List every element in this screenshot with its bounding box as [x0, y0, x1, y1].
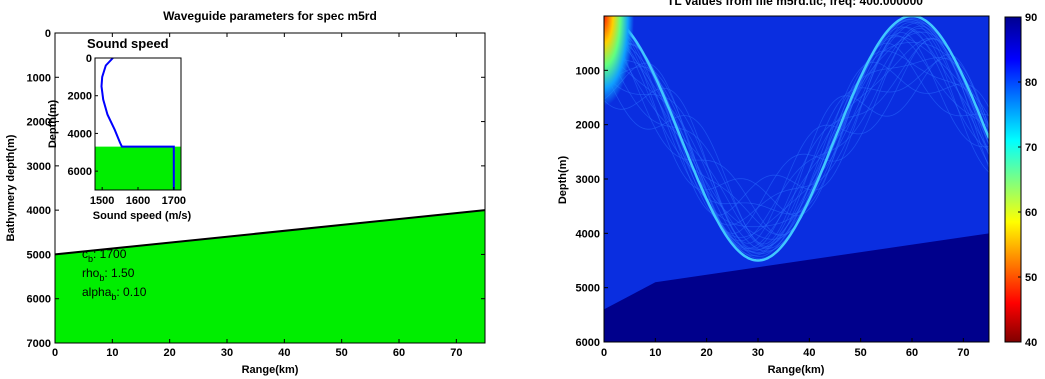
x-tick-label: 70	[450, 347, 462, 359]
source-hotspot	[604, 16, 644, 126]
bottom-parameter: rhob: 1.50	[82, 266, 135, 283]
y-tick-label: 3000	[27, 161, 51, 173]
y-tick-label: 7000	[27, 338, 51, 350]
bottom-parameter: alphab: 0.10	[82, 285, 147, 302]
x-tick-label: 70	[957, 347, 969, 359]
y-ticks: 1000 2000 3000 4000 5000 6000	[576, 65, 608, 349]
colorbar-tick-label: 60	[1025, 207, 1037, 219]
bottom-parameter: cb: 1700	[82, 247, 127, 264]
y-ticks: 0 1000 2000 3000 4000 5000 6000 7000	[27, 28, 485, 350]
sound-speed-inset: Sound speed 1500 1600 1700 0 2000 4000 6000 S…	[47, 36, 192, 222]
chart-title: TL values from file m5rd.tlc, freq: 400.…	[667, 0, 923, 8]
inset-bottom-fill	[95, 146, 181, 190]
inset-y-tick-label: 6000	[68, 166, 92, 178]
x-tick-label: 10	[106, 347, 118, 359]
colorbar-tick-label: 80	[1025, 77, 1037, 89]
colorbar-tick-label: 90	[1025, 12, 1037, 24]
inset-y-tick-label: 4000	[68, 128, 92, 140]
y-tick-label: 2000	[27, 117, 51, 129]
x-tick-label: 50	[336, 347, 348, 359]
y-tick-label: 6000	[576, 337, 600, 349]
ray-path	[604, 32, 989, 216]
x-ticks: 0 10 20 30 40 50 60 70	[601, 338, 969, 359]
colorbar-tick-label: 40	[1025, 337, 1037, 349]
x-tick-label: 20	[701, 347, 713, 359]
x-tick-label: 10	[649, 347, 661, 359]
x-tick-label: 40	[278, 347, 290, 359]
y-tick-label: 1000	[576, 65, 600, 77]
tl-chart: TL values from file m5rd.tlc, freq: 400.…	[557, 0, 1037, 376]
x-axis-label: Range(km)	[242, 364, 299, 376]
ray-path	[604, 49, 989, 247]
y-tick-label: 3000	[576, 174, 600, 186]
ray-field	[604, 16, 989, 262]
x-tick-label: 60	[393, 347, 405, 359]
inset-y-label: Depth(m)	[47, 100, 59, 149]
x-tick-label: 30	[752, 347, 764, 359]
caustic-path	[604, 16, 989, 262]
x-tick-label: 20	[164, 347, 176, 359]
x-tick-label: 0	[601, 347, 607, 359]
x-tick-label: 40	[803, 347, 815, 359]
inset-y-ticks: 0 2000 4000 6000	[68, 53, 98, 178]
x-axis-label: Range(km)	[768, 364, 825, 376]
x-tick-label: 60	[906, 347, 918, 359]
y-tick-label: 1000	[27, 72, 51, 84]
x-tick-label: 0	[52, 347, 58, 359]
waveguide-chart: Waveguide parameters for spec m5rd 0 10 20…	[5, 9, 486, 376]
bathymetry-line	[55, 209, 485, 256]
plot-frame	[54, 32, 486, 344]
y-tick-label: 6000	[27, 294, 51, 306]
inset-title: Sound speed	[87, 36, 169, 51]
inset-y-tick-label: 2000	[68, 91, 92, 103]
inset-plot	[95, 57, 181, 190]
x-tick-label: 30	[221, 347, 233, 359]
x-tick-label: 50	[855, 347, 867, 359]
inset-x-tick-label: 1700	[162, 195, 186, 207]
ray-path	[604, 30, 989, 234]
colorbar	[1004, 16, 1022, 343]
inset-x-tick-label: 1600	[126, 195, 150, 207]
bottom-parameters: cb: 1700 rhob: 1.50 alphab: 0.10	[82, 247, 147, 302]
y-tick-label: 5000	[576, 283, 600, 295]
y-axis-label: Depth(m)	[557, 156, 569, 205]
inset-x-label: Sound speed (m/s)	[93, 210, 192, 222]
inset-x-tick-label: 1500	[90, 195, 114, 207]
colorbar-tick-label: 70	[1025, 142, 1037, 154]
ray-path	[604, 33, 989, 249]
sound-speed-profile	[100, 57, 175, 190]
y-tick-label: 2000	[576, 120, 600, 132]
bottom-area	[55, 209, 485, 343]
colorbar-tick-label: 50	[1025, 272, 1037, 284]
chart-title: Waveguide parameters for spec m5rd	[163, 9, 377, 23]
x-ticks: 0 10 20 30 40 50 60 70	[52, 33, 462, 359]
seabed-region	[604, 233, 989, 342]
y-axis-label: Bathymery depth(m)	[5, 134, 17, 241]
inset-y-tick-label: 0	[86, 53, 92, 65]
y-tick-label: 5000	[27, 249, 51, 261]
ray-path	[604, 54, 989, 245]
colorbar-ticks: 90 80 70 60 50 40	[1018, 12, 1037, 349]
heatmap-area	[604, 16, 989, 342]
y-tick-label: 4000	[576, 228, 600, 240]
inset-x-ticks: 1500 1600 1700	[90, 187, 186, 207]
y-tick-label: 4000	[27, 205, 51, 217]
y-tick-label: 0	[45, 28, 51, 40]
